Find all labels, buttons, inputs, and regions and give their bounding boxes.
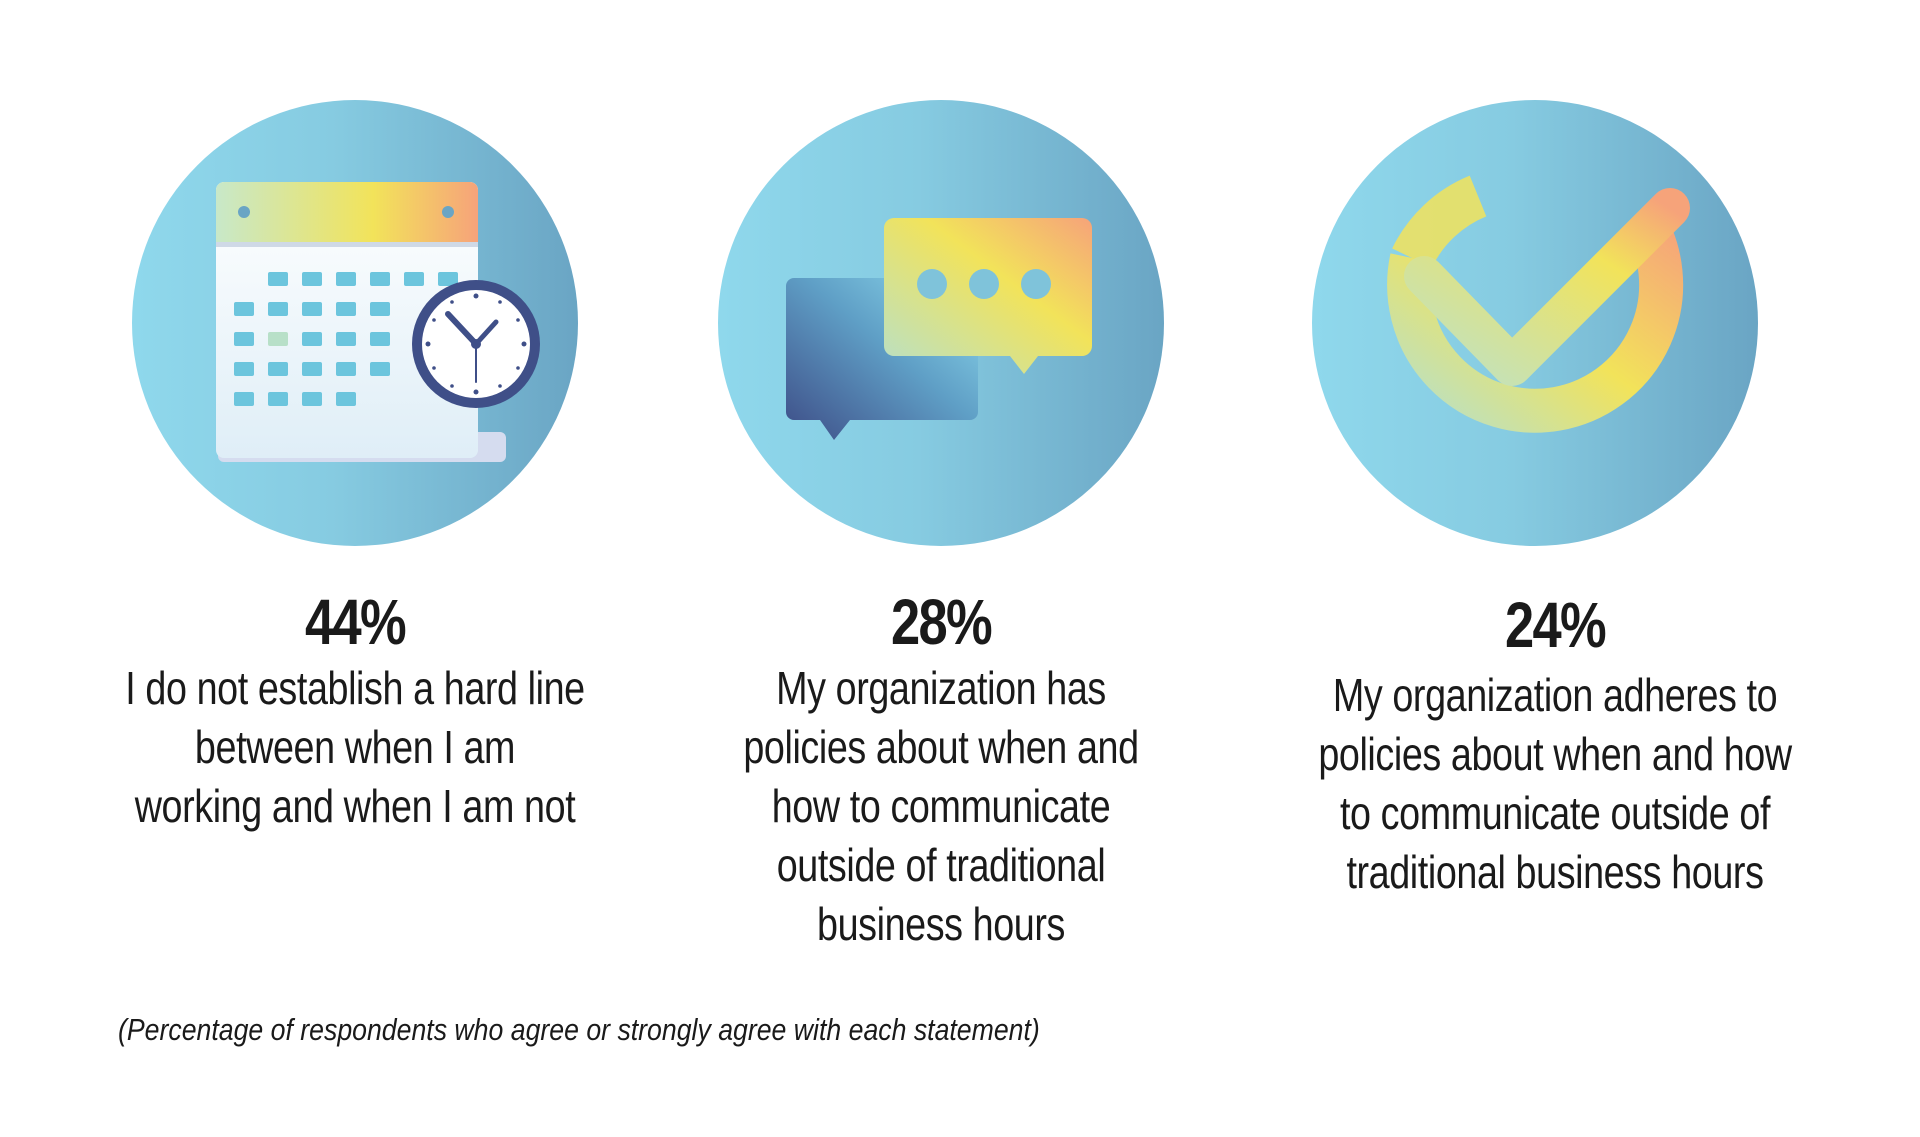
description-line: I do not establish a hard line bbox=[125, 662, 585, 714]
calendar-clock-icon bbox=[216, 182, 540, 462]
description-line: policies about when and bbox=[743, 721, 1139, 773]
stat-description: I do not establish a hard line between w… bbox=[55, 659, 655, 836]
clock-icon bbox=[412, 280, 540, 408]
description-line: outside of traditional bbox=[776, 839, 1106, 891]
description-line: how to communicate bbox=[771, 780, 1111, 832]
stat-card-2: 28% My organization has policies about w… bbox=[641, 585, 1241, 950]
stat-description: My organization adheres to policies abou… bbox=[1255, 666, 1855, 902]
stat-value: 28% bbox=[890, 586, 993, 658]
stat-card-3: 24% My organization adheres to policies … bbox=[1255, 588, 1855, 898]
footnote: (Percentage of respondents who agree or … bbox=[118, 1012, 1040, 1047]
stat-value: 24% bbox=[1504, 589, 1607, 661]
check-circle-icon bbox=[1387, 175, 1690, 433]
chat-bubbles-circle bbox=[718, 100, 1164, 546]
description-line: traditional business hours bbox=[1346, 846, 1764, 898]
description-line: policies about when and how bbox=[1318, 728, 1792, 780]
description-line: to communicate outside of bbox=[1339, 787, 1771, 839]
description-line: My organization adheres to bbox=[1332, 669, 1778, 721]
stat-description: My organization has policies about when … bbox=[641, 659, 1241, 954]
description-line: business hours bbox=[817, 898, 1065, 950]
stat-card-1: 44% I do not establish a hard line betwe… bbox=[55, 585, 655, 855]
check-circle-circle bbox=[1312, 100, 1758, 546]
stat-value: 44% bbox=[304, 586, 407, 658]
calendar-clock-circle bbox=[132, 100, 578, 546]
description-line: working and when I am not bbox=[134, 780, 576, 832]
chat-bubbles-icon bbox=[786, 218, 1092, 440]
description-line: between when I am bbox=[194, 721, 516, 773]
description-line: My organization has bbox=[776, 662, 1106, 714]
